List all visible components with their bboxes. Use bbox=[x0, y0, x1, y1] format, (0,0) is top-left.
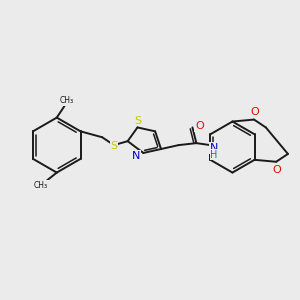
Text: O: O bbox=[250, 107, 260, 117]
Text: N: N bbox=[210, 143, 218, 153]
Text: S: S bbox=[110, 141, 118, 151]
Text: O: O bbox=[195, 122, 204, 131]
Text: S: S bbox=[134, 116, 141, 126]
Text: O: O bbox=[273, 165, 281, 175]
Text: CH₃: CH₃ bbox=[34, 181, 48, 190]
Text: H: H bbox=[210, 150, 218, 160]
Text: N: N bbox=[132, 151, 141, 161]
Text: CH₃: CH₃ bbox=[59, 96, 74, 105]
